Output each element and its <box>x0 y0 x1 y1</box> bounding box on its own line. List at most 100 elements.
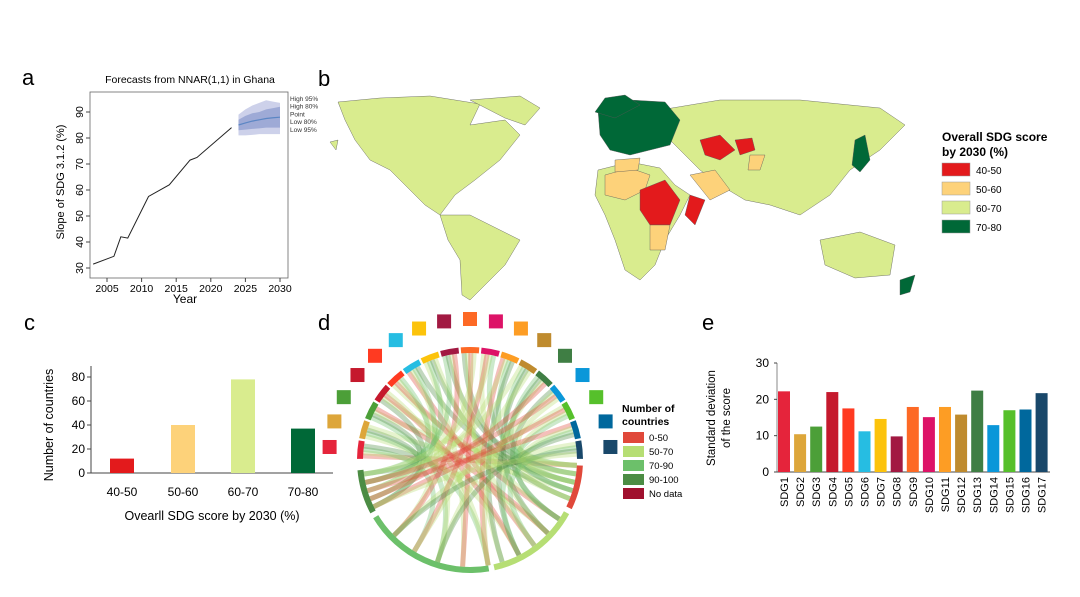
bar-sdg11 <box>939 406 951 472</box>
y-tick-label: 30 <box>756 356 770 370</box>
sdg-segment-3 <box>365 401 379 421</box>
x-tick-label: 60-70 <box>228 485 259 499</box>
legend-swatch <box>623 488 644 499</box>
bar-sdg8 <box>890 436 903 472</box>
y-tick-label: 40 <box>72 418 86 432</box>
sdg-icon <box>557 348 572 363</box>
chord-ribbon <box>373 409 577 468</box>
chord-ribbon <box>383 392 522 557</box>
sdg-icon <box>350 368 365 383</box>
country-region-south-america <box>439 214 521 301</box>
chord-ribbon <box>363 354 493 477</box>
chord-ribbon <box>364 376 431 485</box>
bar-70-80 <box>291 428 315 473</box>
chord-ribbon <box>415 365 576 485</box>
x-tick-label: SDG15 <box>1004 477 1016 513</box>
chord-ribbon <box>374 406 550 536</box>
chord-diagram: Number of countries 0-50 50-70 70-90 90-100 N… <box>322 312 683 573</box>
chord-ribbon <box>482 379 545 566</box>
sdg-segment-13 <box>535 370 553 388</box>
sdg-icon <box>537 333 552 348</box>
chord-ribbon <box>392 448 577 538</box>
chord-ribbon <box>435 391 556 563</box>
sdg-segment-1 <box>357 440 365 459</box>
chord-ribbon <box>363 450 550 536</box>
sdg-segment-17 <box>575 440 583 459</box>
country-region-north-america <box>337 95 521 216</box>
x-tick-label: 2010 <box>130 283 154 295</box>
chord-ribbon <box>392 369 440 538</box>
chord-ribbon <box>396 378 451 563</box>
x-tick-label: 2005 <box>95 283 119 295</box>
legend-label: 90-100 <box>649 475 679 486</box>
panel-label-b: b <box>318 66 330 91</box>
legend-swatch <box>941 219 971 234</box>
sdg-segment-5 <box>387 370 405 388</box>
bar-sdg6 <box>858 431 871 472</box>
chord-ribbon <box>460 352 474 567</box>
map-legend-title-line: by 2030 (%) <box>942 145 1008 159</box>
x-tick-label: 2030 <box>268 283 292 295</box>
forecast-line <box>238 116 281 126</box>
sdg-segment-2 <box>359 420 370 440</box>
chord-ribbon <box>394 380 561 522</box>
bar-sdg1 <box>778 391 790 472</box>
y-tick-label: 30 <box>74 262 86 274</box>
legend-label: 60-70 <box>976 204 1002 215</box>
x-tick-label: SDG12 <box>956 477 968 513</box>
chart-c-xlabel: Ovearll SDG score by 2030 (%) <box>124 509 299 523</box>
bar-sdg9 <box>906 406 919 472</box>
chord-ribbon <box>461 353 574 493</box>
chord-legend-title-line: countries <box>622 416 669 428</box>
x-tick-label: SDG17 <box>1037 477 1049 513</box>
y-tick-label: 90 <box>74 106 86 118</box>
bar-sdg15 <box>1003 410 1016 472</box>
legend-label: Low 95% <box>290 127 317 134</box>
country-region-japan <box>851 134 871 173</box>
bar-sdg12 <box>955 414 968 472</box>
chord-ribbon <box>381 395 576 485</box>
chord-ribbon <box>518 425 573 502</box>
panel-label-d: d <box>318 310 330 335</box>
legend-swatch <box>623 474 644 485</box>
legend-swatch <box>941 162 971 177</box>
bar-sdg2 <box>794 434 807 472</box>
sdg-icon <box>598 414 613 429</box>
legend-swatch <box>941 200 971 215</box>
chord-ribbon <box>515 429 574 522</box>
x-tick-label: SDG11 <box>940 477 952 512</box>
chart-e-ylabel-line: of the score <box>721 388 733 448</box>
chord-ribbon <box>429 359 571 502</box>
x-tick-label: SDG4 <box>827 477 839 507</box>
y-tick-label: 20 <box>72 442 86 456</box>
chord-ribbon <box>366 360 444 494</box>
legend-swatch <box>623 460 644 471</box>
group-segment <box>493 511 570 571</box>
sdg-std-bar-chart: Standard deviation of the score 0 10 20 30 SD… <box>706 356 1050 513</box>
chord-legend-title-line: Number of <box>622 403 675 415</box>
chart-e-ylabel: Standard deviation of the score <box>706 370 733 466</box>
chord-ribbon <box>432 357 561 522</box>
x-tick-label: 2015 <box>165 283 189 295</box>
country-count-bar-chart: Ovearll SDG score by 2030 (%) Number of … <box>42 366 333 523</box>
y-tick-label: 60 <box>74 184 86 196</box>
group-segment <box>566 465 583 510</box>
chord-ribbon <box>369 358 509 502</box>
chord-ribbon <box>508 375 576 485</box>
sdg-segment-10 <box>480 347 500 357</box>
country-region-arabia <box>689 169 731 201</box>
legend-label: No data <box>649 489 683 500</box>
chord-ribbon <box>372 398 427 509</box>
legend-label: 70-80 <box>976 223 1002 234</box>
legend-label: Point <box>290 111 305 118</box>
chord-ribbon <box>364 412 423 485</box>
chord-ribbon <box>372 451 577 509</box>
sdg-icon <box>575 368 590 383</box>
chart-a-title: Forecasts from NNAR(1,1) in Ghana <box>105 74 275 86</box>
x-tick-label: SDG2 <box>795 477 807 507</box>
sdg-segment-15 <box>561 401 575 421</box>
country-region-asia <box>659 99 906 216</box>
y-tick-label: 70 <box>74 158 86 170</box>
y-tick-label: 0 <box>762 465 769 479</box>
bar-sdg4 <box>826 392 839 472</box>
